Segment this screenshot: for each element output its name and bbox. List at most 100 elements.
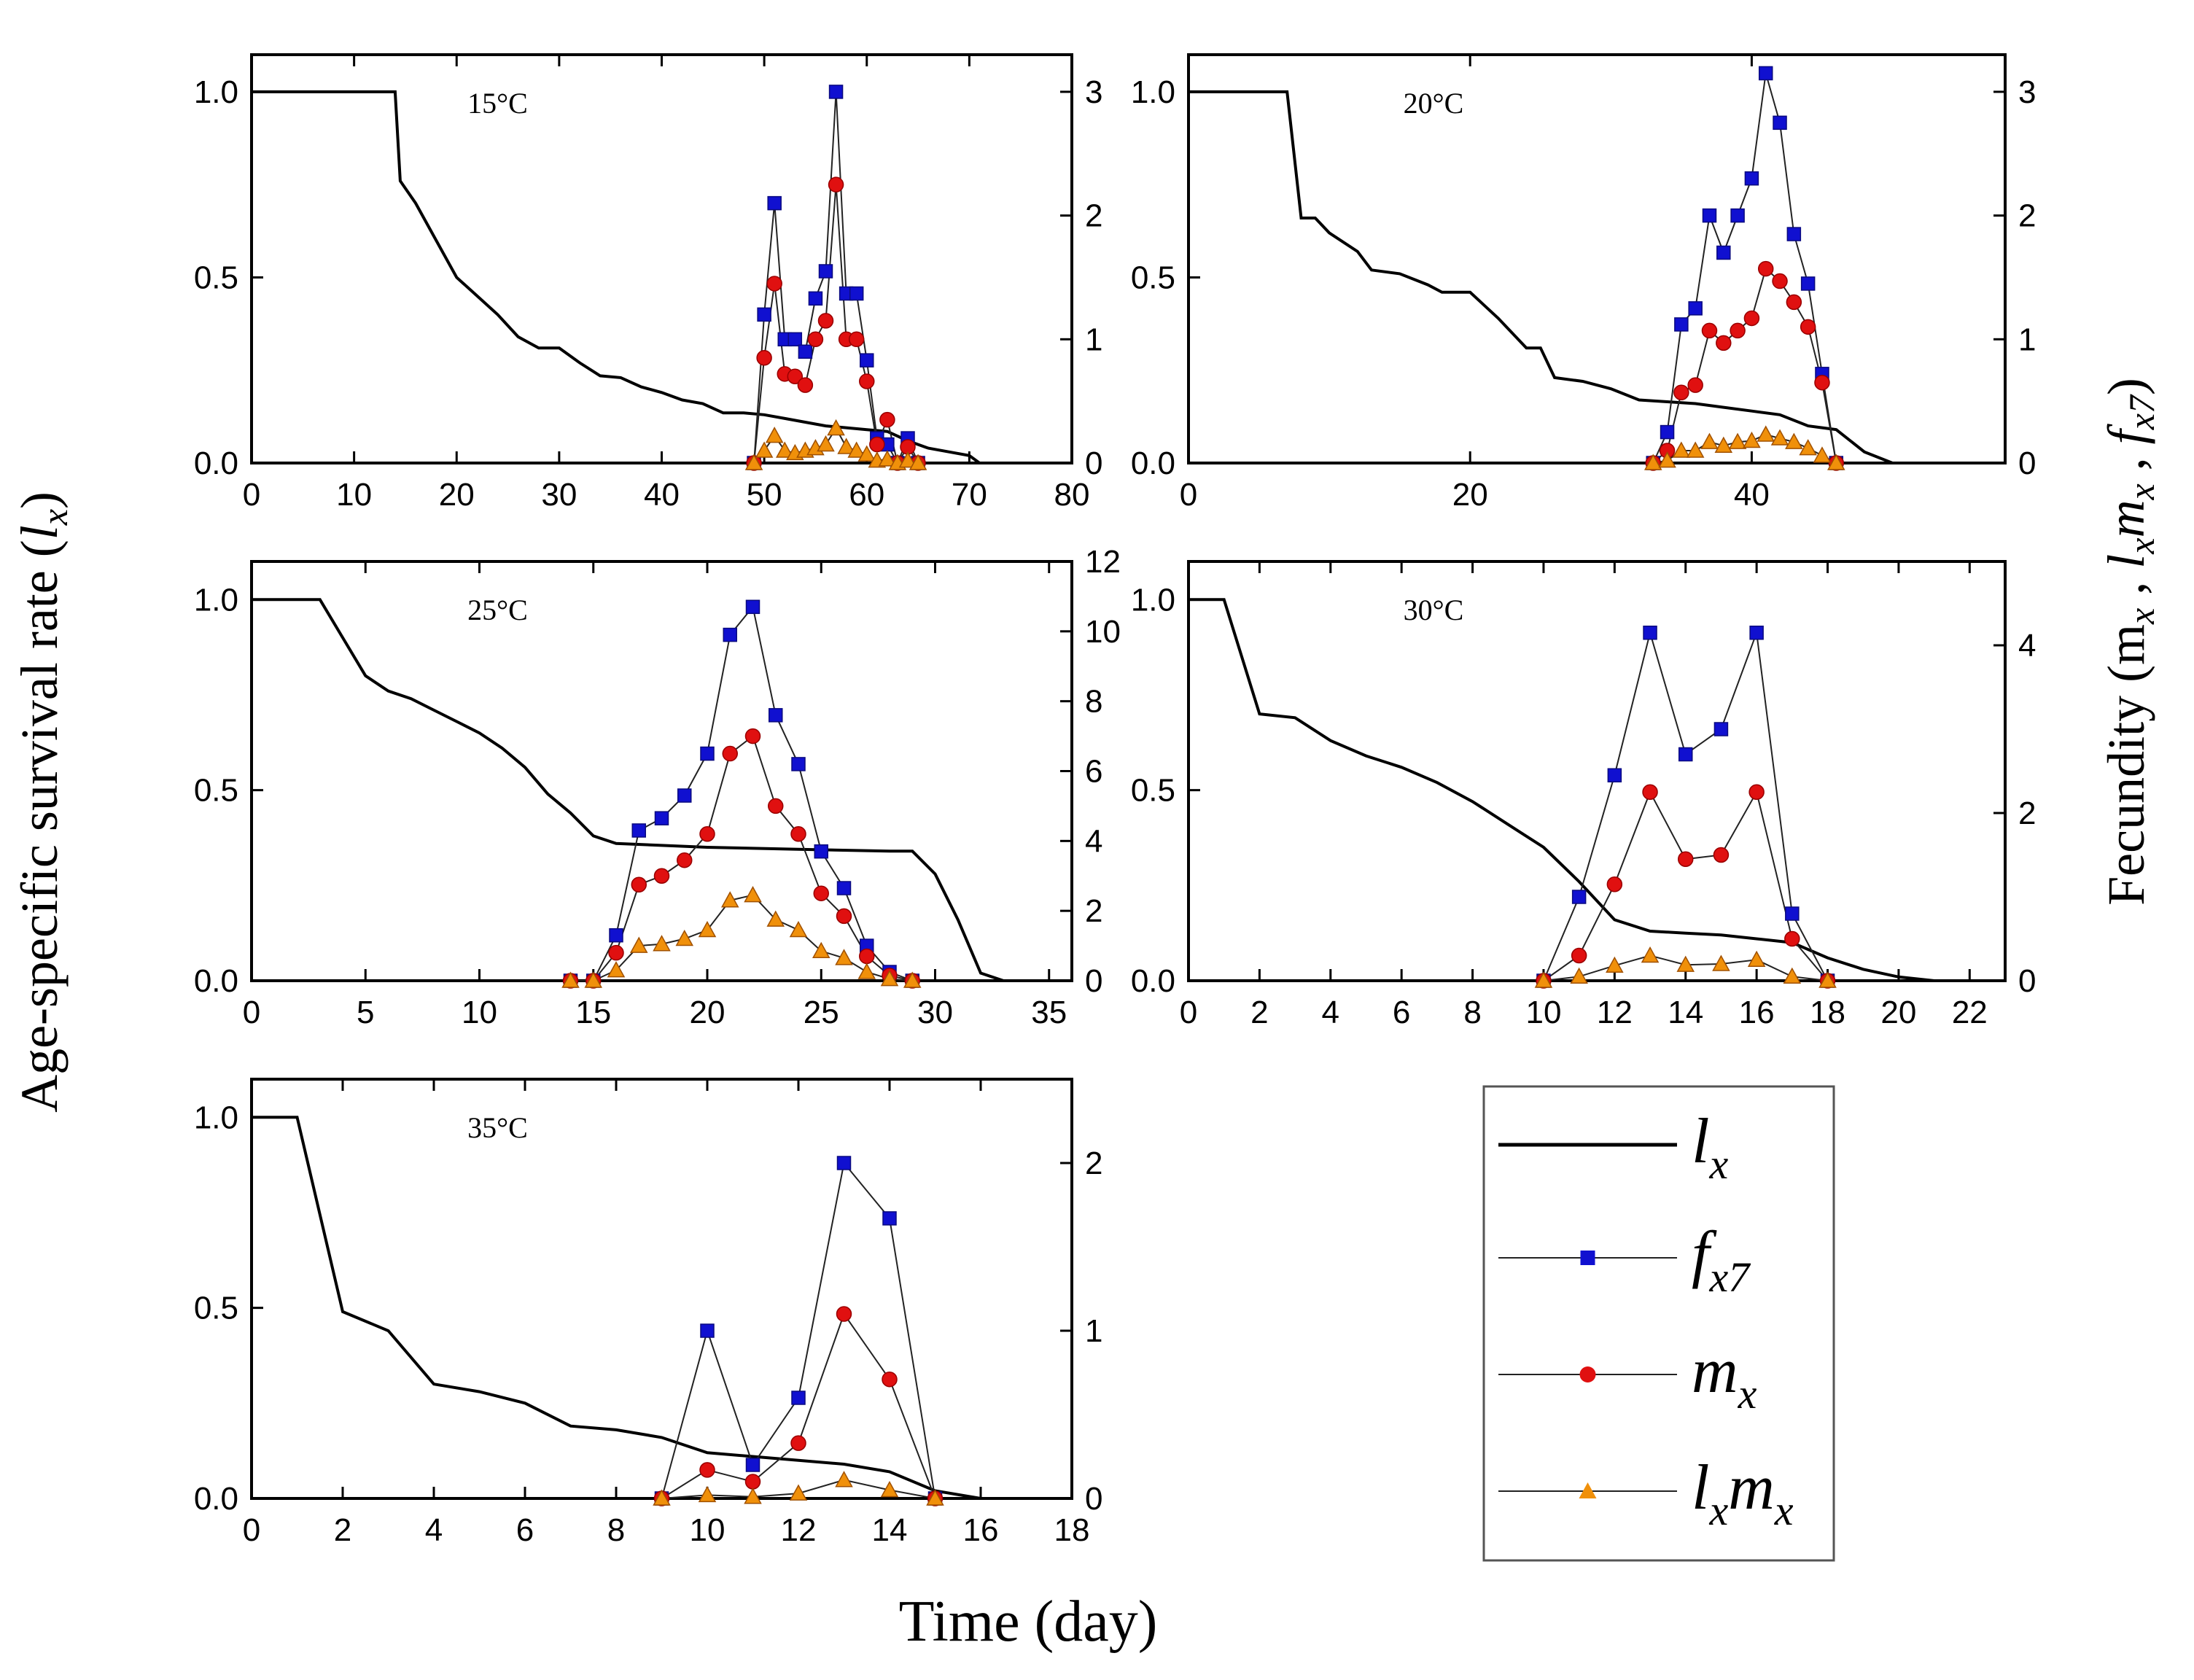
x-tick-label: 40 <box>644 477 680 513</box>
legend-entry-lx: lx <box>1498 1106 1728 1188</box>
x-tick-label: 20 <box>690 995 726 1030</box>
legend-marker <box>1579 1482 1597 1498</box>
mx-marker <box>1716 335 1732 351</box>
fx7-marker <box>1713 722 1729 736</box>
panel-1: 0 20 40 0.0 0.5 1.0 0 1 2 3 20°C <box>1131 53 2036 513</box>
y-tick-label: 0.5 <box>194 1291 238 1326</box>
y-tick-label: 0.0 <box>194 963 238 999</box>
x-tick-label: 22 <box>1952 995 1988 1030</box>
lxmx-marker <box>1757 425 1775 442</box>
y2-tick-label: 1 <box>1085 322 1102 357</box>
lxmx-marker <box>789 920 808 938</box>
mx-marker <box>608 944 624 961</box>
fx7-marker <box>1773 115 1787 131</box>
panel-frame <box>1187 560 2007 982</box>
y2-tick-label: 1 <box>1085 1313 1102 1349</box>
y2-tick-label: 1 <box>2018 322 2036 357</box>
y-tick-label: 1.0 <box>194 1100 238 1135</box>
fx7-marker <box>882 1211 897 1226</box>
mx-marker <box>744 1474 761 1490</box>
lxmx-marker <box>880 970 899 987</box>
fx7-line <box>570 605 913 981</box>
fx7-marker <box>654 811 669 825</box>
y-tick-label: 1.0 <box>194 74 238 110</box>
lxmx-marker <box>1672 441 1691 458</box>
fx7-marker <box>1716 245 1731 260</box>
x-tick-label: 20 <box>439 477 475 513</box>
y2-tick-label: 0 <box>1085 963 1102 999</box>
y2-tick-label: 4 <box>1085 823 1102 859</box>
panel-3: 0 2 4 6 8 10 12 14 16 18 20 22 0.0 0.5 1.0 0 2 4 30°C <box>1131 560 2036 1030</box>
x-tick-label: 0 <box>243 995 260 1030</box>
legend-marker <box>1580 1251 1595 1265</box>
panel-2: 0 5 10 15 20 25 30 35 0.0 0.5 1.0 0 2 4 6 8 10 12 25°C <box>194 544 1121 1030</box>
lxmx-marker <box>1643 454 1662 470</box>
x-tick-label: 12 <box>1597 995 1633 1030</box>
y2-tick-label: 0 <box>2018 446 2036 481</box>
x-tick-label: 25 <box>804 995 839 1030</box>
x-tick-label: 6 <box>1393 995 1410 1030</box>
y2-tick-label: 10 <box>1085 614 1121 650</box>
mx-marker <box>817 313 834 329</box>
fx7-marker <box>1607 768 1622 782</box>
mx-marker <box>836 1306 852 1322</box>
x-tick-label: 30 <box>541 477 577 513</box>
fx7-marker <box>1785 906 1800 921</box>
mx-marker <box>790 1435 806 1451</box>
lxmx-marker <box>817 435 835 452</box>
lxmx-marker <box>1813 446 1832 463</box>
y-tick-label: 0.5 <box>1131 260 1175 295</box>
fx7-marker <box>791 1391 806 1405</box>
mx-marker <box>879 411 895 428</box>
legend-entry-mx: mx <box>1498 1336 1757 1418</box>
x-tick-label: 30 <box>917 995 953 1030</box>
y-tick-label: 1.0 <box>194 582 238 618</box>
x-tick-label: 2 <box>334 1512 351 1548</box>
panel-0: 0 10 20 30 40 50 60 70 80 0.0 0.5 1.0 0 1 2 3 15°C <box>194 53 1102 513</box>
mx-line <box>570 734 913 981</box>
mx-marker <box>699 826 715 842</box>
y2-tick-label: 12 <box>1085 544 1121 580</box>
y-tick-label: 0.5 <box>194 773 238 809</box>
y2-tick-label: 0 <box>2018 963 2036 999</box>
lx-line <box>1189 598 1934 982</box>
fx7-marker <box>1678 747 1693 762</box>
y-tick-label: 0.0 <box>1131 963 1175 999</box>
mx-marker <box>1730 322 1746 339</box>
lxmx-marker <box>926 1489 944 1506</box>
mx-marker <box>1571 947 1587 964</box>
lxmx-marker <box>909 454 927 470</box>
x-tick-label: 16 <box>1739 995 1775 1030</box>
lxmx-marker <box>653 1489 671 1506</box>
y2-tick-label: 2 <box>2018 198 2036 234</box>
lxmx-marker <box>720 891 739 908</box>
fx7-marker <box>787 332 803 347</box>
lxmx-marker <box>653 935 671 952</box>
lxmx-marker <box>1712 954 1730 971</box>
mx-marker <box>1642 784 1658 800</box>
lxmx-marker <box>755 441 774 458</box>
mx-marker <box>869 436 885 453</box>
mx-marker <box>756 350 772 366</box>
x-tick-label: 15 <box>575 995 611 1030</box>
y2-tick-label: 2 <box>2018 796 2036 831</box>
x-tick-label: 12 <box>781 1512 817 1548</box>
y2-tick-label: 6 <box>1085 754 1102 790</box>
fx7-marker <box>798 344 813 359</box>
mx-marker <box>1757 260 1774 277</box>
lxmx-marker <box>1743 431 1761 448</box>
mx-marker <box>1673 384 1689 401</box>
x-tick-label: 8 <box>607 1512 625 1548</box>
x-tick-label: 0 <box>1180 995 1197 1030</box>
mx-marker <box>1748 784 1765 800</box>
mx-marker <box>1606 876 1623 892</box>
lx-line <box>1189 90 1894 464</box>
lxmx-marker <box>812 941 830 959</box>
lxmx-marker <box>1700 432 1719 449</box>
y2-tick-label: 4 <box>2018 628 2036 664</box>
mx-marker <box>1677 851 1694 867</box>
fx7-marker <box>769 708 783 723</box>
x-tick-label: 18 <box>1054 1512 1090 1548</box>
legend-box <box>1482 1085 1835 1562</box>
